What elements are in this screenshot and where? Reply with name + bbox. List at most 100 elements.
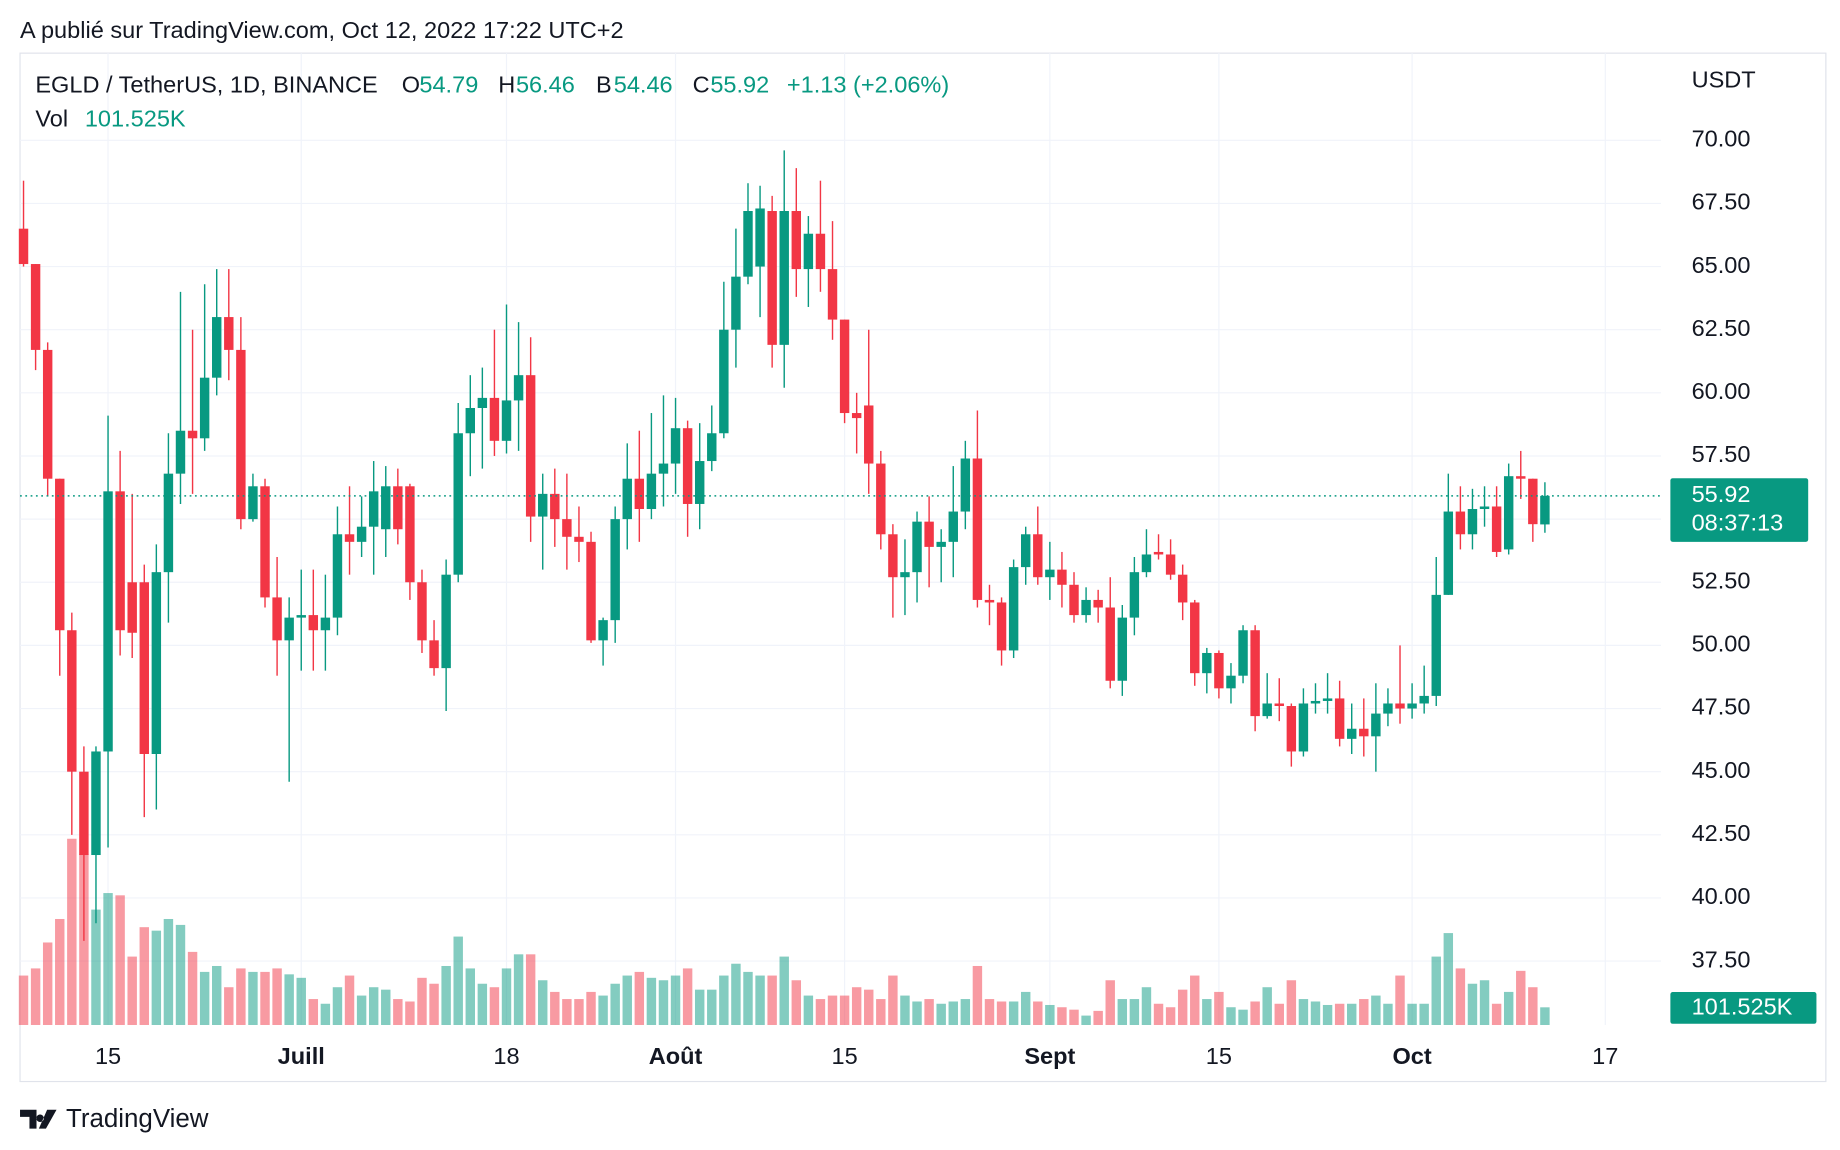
volume-bar bbox=[936, 1003, 946, 1025]
candle-body bbox=[996, 602, 1007, 651]
volume-bar bbox=[1455, 968, 1466, 1025]
volume-bar bbox=[308, 999, 319, 1025]
candle-body bbox=[1383, 703, 1393, 714]
candle-body bbox=[586, 541, 596, 641]
volume-bar bbox=[972, 965, 983, 1025]
candle-body bbox=[562, 519, 572, 537]
footer-brand: TradingView bbox=[66, 1105, 209, 1133]
volume-bar bbox=[42, 942, 53, 1025]
candle-body bbox=[984, 599, 995, 603]
candle-body bbox=[1371, 713, 1381, 737]
candle-body bbox=[127, 582, 137, 633]
volume-bar bbox=[1202, 999, 1212, 1025]
volume-legend-value: 101.525K bbox=[85, 106, 186, 132]
candle-body bbox=[912, 521, 922, 573]
candle-body bbox=[272, 597, 282, 641]
candle-body bbox=[332, 534, 343, 618]
candle-body bbox=[212, 317, 222, 378]
candle-body bbox=[489, 397, 500, 441]
candle-body bbox=[598, 620, 608, 641]
volume-bar bbox=[67, 838, 77, 1025]
candle-body bbox=[1129, 572, 1140, 618]
volume-bar bbox=[876, 999, 886, 1025]
x-tick-label: 15 bbox=[1206, 1043, 1232, 1069]
volume-bar bbox=[1407, 1003, 1417, 1025]
volume-bar bbox=[888, 975, 898, 1025]
volume-bar bbox=[1177, 989, 1188, 1025]
volume-bar bbox=[1322, 1004, 1333, 1025]
volume-bar bbox=[610, 983, 620, 1025]
volume-bar bbox=[1479, 980, 1490, 1025]
candle-body bbox=[815, 233, 826, 270]
volume-pane bbox=[18, 838, 1550, 1025]
volume-bar bbox=[368, 987, 379, 1025]
y-tick-label: 67.50 bbox=[1692, 189, 1751, 215]
volume-bar bbox=[1214, 991, 1224, 1025]
volume-bar bbox=[1503, 991, 1514, 1025]
candle-body bbox=[658, 463, 669, 474]
candle-body bbox=[1238, 630, 1248, 676]
symbol-label: EGLD / TetherUS, 1D, BINANCE bbox=[35, 71, 377, 97]
ohlc-letter: H bbox=[498, 71, 515, 97]
candle-body bbox=[864, 405, 874, 464]
candle-body bbox=[1008, 567, 1019, 651]
volume-bar bbox=[1540, 1007, 1550, 1025]
x-tick-label: Août bbox=[649, 1043, 703, 1069]
volume-bar bbox=[851, 987, 862, 1025]
candle-body bbox=[1503, 476, 1514, 550]
volume-bar bbox=[1165, 1007, 1176, 1025]
volume-bar bbox=[1238, 1009, 1248, 1025]
volume-bar bbox=[151, 930, 162, 1025]
volume-bar bbox=[18, 975, 29, 1025]
volume-bar bbox=[224, 987, 234, 1025]
candle-body bbox=[55, 478, 65, 631]
x-tick-label: Juill bbox=[278, 1043, 325, 1069]
candle-body bbox=[1322, 698, 1333, 701]
candle-body bbox=[1262, 703, 1272, 717]
volume-bar bbox=[815, 999, 826, 1025]
price-tag-value: 55.92 bbox=[1692, 481, 1751, 507]
volume-bar bbox=[839, 995, 850, 1025]
candle-body bbox=[924, 521, 934, 547]
x-tick-label: Sept bbox=[1024, 1043, 1075, 1069]
ohlc-value: 55.92 bbox=[710, 71, 769, 97]
volume-bar bbox=[719, 975, 729, 1025]
candle-body bbox=[610, 519, 620, 621]
candle-body bbox=[1069, 584, 1079, 616]
candle-body bbox=[308, 615, 319, 631]
volume-bar bbox=[453, 936, 463, 1025]
volume-bar bbox=[30, 968, 41, 1025]
candle-body bbox=[707, 433, 717, 462]
candle-body bbox=[1020, 534, 1031, 568]
volume-bar bbox=[1020, 991, 1031, 1025]
volume-bar bbox=[429, 983, 439, 1025]
volume-bar bbox=[755, 975, 765, 1025]
currency-label: USDT bbox=[1692, 67, 1756, 93]
volume-bar bbox=[1081, 1015, 1091, 1025]
y-tick-label: 60.00 bbox=[1692, 378, 1751, 404]
volume-bar bbox=[1045, 1004, 1055, 1025]
ohlc-value: 56.46 bbox=[516, 71, 575, 97]
candle-body bbox=[622, 478, 632, 520]
volume-bar bbox=[598, 995, 608, 1025]
volume-bar bbox=[1117, 999, 1128, 1025]
y-tick-label: 37.50 bbox=[1692, 946, 1751, 972]
candle-body bbox=[79, 771, 89, 856]
volume-bar bbox=[1371, 995, 1381, 1025]
candle-body bbox=[441, 574, 451, 669]
volume-bar bbox=[1129, 999, 1140, 1025]
candle-body bbox=[1141, 554, 1152, 573]
candle-body bbox=[260, 486, 270, 598]
candle-body bbox=[972, 458, 983, 600]
candle-body bbox=[501, 400, 512, 441]
candle-body bbox=[948, 511, 958, 542]
volume-bar bbox=[622, 975, 632, 1025]
candle-body bbox=[42, 349, 53, 479]
candle-body bbox=[574, 536, 584, 542]
volume-tag-value: 101.525K bbox=[1692, 994, 1793, 1020]
candle-body bbox=[767, 211, 777, 345]
volume-bar bbox=[284, 974, 294, 1025]
volume-bar bbox=[1516, 970, 1526, 1025]
volume-tag bbox=[1670, 992, 1817, 1024]
